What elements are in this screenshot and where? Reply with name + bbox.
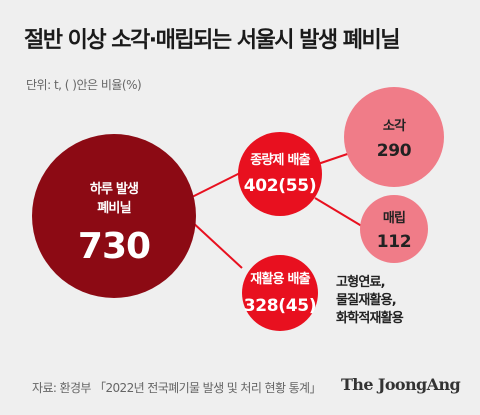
- node-general-label: 종량제 배출: [250, 153, 310, 168]
- connector-total-general: [189, 171, 243, 199]
- recycle-note: 고형연료, 물질재활용, 화학적재활용: [336, 275, 404, 326]
- node-total-value: 730: [77, 226, 151, 267]
- node-landfill-label: 매립: [382, 211, 406, 226]
- node-recycle-value: 328(45): [243, 296, 317, 316]
- node-incinerate-circle: [344, 87, 444, 187]
- connector-general-landfill: [314, 197, 366, 229]
- node-general-circle: [238, 132, 322, 216]
- node-incinerate-value: 290: [376, 141, 412, 161]
- node-recycle-circle: [242, 255, 318, 331]
- page-title: 절반 이상 소각·매립되는 서울시 발생 폐비닐: [24, 28, 400, 53]
- node-total-label: 하루 발생 폐비닐: [89, 182, 139, 216]
- connectors: [189, 147, 366, 269]
- unit-note: 단위: t, ( )안은 비율(%): [26, 78, 142, 92]
- node-recycle-label: 재활용 배출: [250, 272, 310, 287]
- publisher-logo: The JoongAng: [341, 375, 461, 394]
- source-note: 자료: 환경부 「2022년 전국폐기물 발생 및 처리 현황 통계」: [32, 381, 322, 395]
- node-general-value: 402(55): [243, 176, 317, 196]
- node-landfill-value: 112: [376, 232, 412, 252]
- node-total-circle: [32, 134, 196, 298]
- node-incinerate-label: 소각: [382, 119, 406, 134]
- node-landfill-circle: [360, 195, 428, 263]
- connector-total-recycle: [189, 219, 243, 269]
